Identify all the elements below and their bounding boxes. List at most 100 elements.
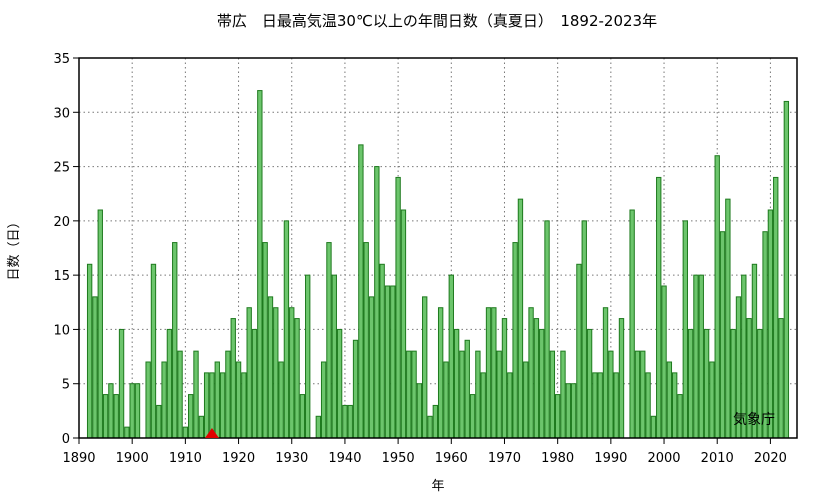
y-axis: 0 5 10 15 20 25 30 35 bbox=[53, 52, 79, 447]
plot-frame bbox=[78, 57, 798, 439]
bar bbox=[156, 404, 162, 439]
bar bbox=[560, 350, 566, 439]
y-tick-label: 35 bbox=[53, 52, 70, 67]
bar bbox=[437, 307, 444, 439]
bar bbox=[102, 394, 109, 439]
bar bbox=[459, 350, 465, 439]
bar bbox=[677, 394, 683, 439]
bar bbox=[379, 263, 385, 439]
bar bbox=[485, 307, 492, 439]
bar bbox=[225, 350, 231, 439]
bar bbox=[92, 296, 98, 439]
bar bbox=[177, 350, 183, 439]
bar bbox=[315, 415, 322, 439]
bar bbox=[374, 166, 380, 439]
bar bbox=[145, 361, 151, 439]
bar bbox=[570, 383, 577, 439]
bar bbox=[427, 415, 433, 439]
bar bbox=[475, 350, 481, 439]
bar bbox=[517, 198, 524, 439]
bar bbox=[778, 318, 784, 439]
bars bbox=[86, 90, 790, 439]
x-tick-label: 1970 bbox=[488, 451, 521, 466]
bar bbox=[592, 372, 598, 439]
bar bbox=[565, 383, 571, 439]
bar bbox=[347, 404, 353, 439]
bar bbox=[150, 263, 157, 439]
bar bbox=[203, 372, 210, 439]
bar bbox=[390, 285, 396, 439]
bar bbox=[129, 383, 135, 439]
y-tick-label: 20 bbox=[53, 215, 70, 230]
bar bbox=[219, 372, 226, 439]
bar bbox=[273, 307, 279, 439]
bar bbox=[400, 209, 407, 439]
bar bbox=[182, 426, 189, 439]
bar bbox=[597, 372, 603, 439]
y-tick-label: 25 bbox=[53, 161, 70, 176]
x-tick-label: 1960 bbox=[435, 451, 468, 466]
y-tick-label: 5 bbox=[62, 378, 70, 393]
y-tick-label: 0 bbox=[62, 432, 70, 447]
bar bbox=[725, 198, 731, 439]
credit-label: 気象庁 bbox=[733, 412, 775, 428]
bar bbox=[358, 144, 364, 439]
bar bbox=[767, 209, 774, 439]
bar bbox=[320, 361, 327, 439]
bar bbox=[416, 383, 423, 439]
bar bbox=[640, 350, 646, 439]
bar bbox=[693, 274, 699, 439]
bar bbox=[368, 296, 375, 439]
bar bbox=[108, 383, 114, 439]
bar bbox=[411, 350, 417, 439]
x-tick-label: 1910 bbox=[169, 451, 202, 466]
bar bbox=[161, 361, 167, 439]
bar bbox=[86, 263, 93, 439]
bar bbox=[528, 307, 534, 439]
marker-layer bbox=[204, 428, 219, 438]
bar bbox=[299, 394, 306, 439]
bar bbox=[629, 209, 635, 439]
bar bbox=[645, 372, 651, 439]
x-axis: 1890 1900 1910 1920 1930 1940 1950 1960 1970 1980… bbox=[62, 438, 787, 466]
bar bbox=[283, 220, 290, 439]
bar bbox=[262, 242, 268, 439]
bar bbox=[453, 328, 460, 439]
bar bbox=[214, 361, 220, 439]
bar bbox=[289, 307, 295, 439]
marker-triangle bbox=[204, 428, 219, 438]
bar bbox=[422, 296, 428, 439]
bar bbox=[294, 318, 300, 439]
bar bbox=[241, 372, 247, 439]
bar bbox=[602, 307, 609, 439]
bar bbox=[331, 274, 337, 439]
bar bbox=[198, 415, 205, 439]
bar bbox=[714, 155, 720, 439]
bar bbox=[480, 372, 486, 439]
bar bbox=[703, 328, 710, 439]
x-tick-label: 2020 bbox=[754, 451, 787, 466]
bar bbox=[406, 350, 412, 439]
bar bbox=[608, 350, 614, 439]
bar bbox=[613, 372, 619, 439]
bar bbox=[491, 307, 497, 439]
bar bbox=[326, 242, 332, 439]
bar bbox=[661, 285, 667, 439]
x-tick-label: 1900 bbox=[116, 451, 149, 466]
bar bbox=[650, 415, 657, 439]
bar bbox=[581, 220, 587, 439]
bar bbox=[267, 296, 274, 439]
bar bbox=[634, 350, 641, 439]
bar bbox=[544, 220, 550, 439]
bar bbox=[549, 350, 556, 439]
x-tick-label: 1990 bbox=[594, 451, 627, 466]
bar bbox=[501, 318, 508, 439]
x-tick-label: 1920 bbox=[222, 451, 255, 466]
y-tick-label: 10 bbox=[53, 323, 70, 338]
bar bbox=[762, 231, 768, 439]
bar bbox=[773, 176, 779, 439]
x-tick-label: 2000 bbox=[647, 451, 680, 466]
bar bbox=[469, 394, 476, 439]
bar bbox=[193, 350, 199, 439]
